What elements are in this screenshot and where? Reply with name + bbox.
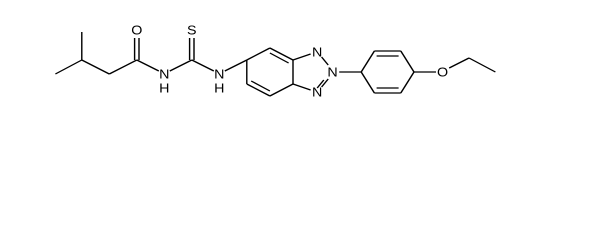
bond [316, 79, 325, 89]
bond [269, 52, 289, 64]
bond [400, 71, 415, 94]
molecule: O N H S N H N N N O [55, 23, 496, 99]
atom-label: N [214, 67, 224, 81]
bond [321, 78, 329, 88]
atom-label: O [131, 23, 142, 37]
bond [246, 83, 271, 97]
bond [400, 50, 415, 73]
bond [169, 59, 193, 72]
bond [360, 71, 376, 94]
atom-label: N [159, 67, 169, 81]
atom-label: O [437, 65, 448, 79]
atom-label: N [312, 45, 322, 59]
bond [448, 57, 470, 69]
atom-h: H [159, 81, 169, 95]
bond [224, 59, 248, 72]
page: O N H S N H N N N O (() => { const data … [0, 0, 600, 104]
bond [246, 47, 271, 61]
atom-label: S [187, 23, 197, 37]
bond [136, 59, 160, 72]
structure: O N H S N H N N N O [55, 23, 496, 99]
bond [292, 53, 311, 61]
bond [55, 59, 83, 75]
bond [81, 59, 110, 75]
atom-label: N [312, 85, 322, 99]
bond [250, 80, 271, 92]
bond [108, 59, 138, 75]
bond [269, 47, 294, 61]
bond [292, 83, 311, 91]
bond [321, 56, 329, 66]
bond [269, 83, 294, 97]
atom-label: N [327, 65, 337, 79]
bond [468, 57, 496, 73]
bond [360, 50, 376, 73]
bond [191, 59, 215, 72]
atom-h: H [214, 81, 224, 95]
